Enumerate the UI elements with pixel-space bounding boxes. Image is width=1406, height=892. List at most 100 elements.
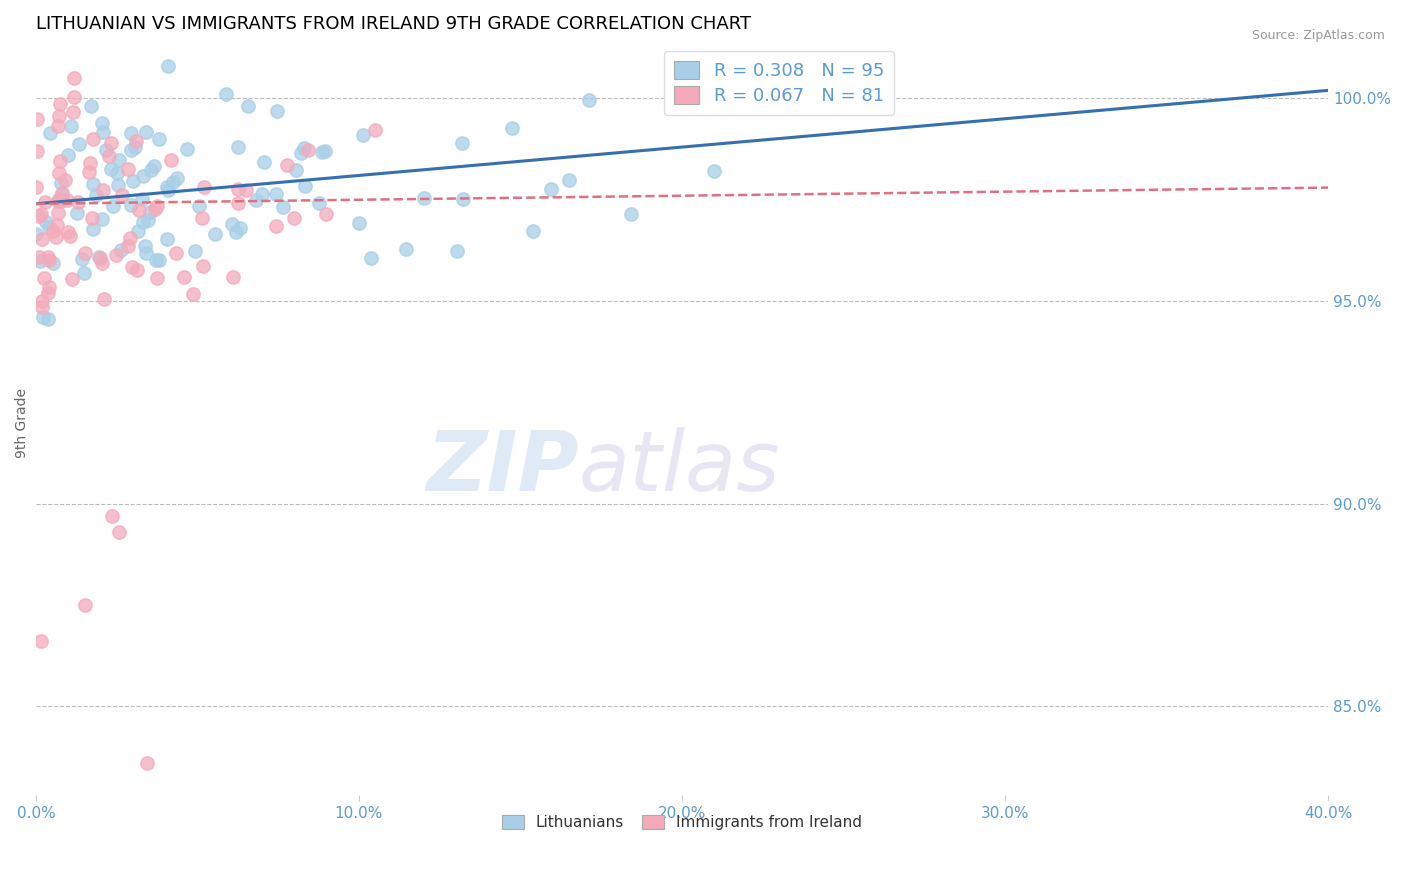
Point bbox=[143, 159, 166, 173]
Point bbox=[308, 195, 330, 210]
Point bbox=[148, 253, 170, 268]
Point bbox=[446, 244, 468, 258]
Point bbox=[89, 251, 111, 265]
Point bbox=[120, 198, 142, 212]
Point bbox=[226, 140, 249, 154]
Point bbox=[132, 169, 155, 183]
Point bbox=[82, 132, 104, 146]
Point bbox=[60, 272, 83, 286]
Point bbox=[79, 156, 101, 170]
Point bbox=[62, 71, 84, 86]
Point bbox=[90, 116, 112, 130]
Point bbox=[395, 242, 418, 256]
Point bbox=[285, 163, 308, 178]
Point bbox=[352, 128, 374, 143]
Point bbox=[451, 192, 474, 206]
Text: ZIP: ZIP bbox=[426, 427, 579, 508]
Point bbox=[98, 149, 121, 163]
Point bbox=[228, 181, 250, 195]
Point bbox=[294, 178, 316, 193]
Point bbox=[48, 109, 70, 123]
Point bbox=[349, 216, 371, 230]
Point bbox=[101, 508, 124, 523]
Point bbox=[191, 260, 214, 274]
Legend: Lithuanians, Immigrants from Ireland: Lithuanians, Immigrants from Ireland bbox=[496, 808, 868, 836]
Point bbox=[578, 93, 600, 107]
Point bbox=[100, 162, 122, 177]
Point bbox=[90, 256, 112, 270]
Text: Source: ZipAtlas.com: Source: ZipAtlas.com bbox=[1251, 29, 1385, 43]
Point bbox=[39, 126, 62, 140]
Point bbox=[221, 218, 243, 232]
Point bbox=[125, 134, 148, 148]
Point bbox=[160, 153, 183, 167]
Point bbox=[27, 210, 49, 224]
Point bbox=[451, 136, 474, 150]
Point bbox=[25, 112, 48, 127]
Point bbox=[118, 231, 141, 245]
Point bbox=[173, 269, 195, 284]
Point bbox=[111, 188, 134, 202]
Point bbox=[89, 250, 111, 264]
Point bbox=[501, 121, 523, 136]
Point bbox=[162, 175, 184, 189]
Point bbox=[34, 194, 56, 209]
Point bbox=[156, 180, 179, 194]
Point bbox=[132, 215, 155, 229]
Point bbox=[42, 224, 65, 238]
Point bbox=[253, 154, 276, 169]
Point bbox=[37, 312, 59, 326]
Point bbox=[145, 202, 167, 216]
Point bbox=[51, 186, 73, 201]
Point bbox=[364, 122, 387, 136]
Point bbox=[135, 756, 157, 770]
Point bbox=[145, 252, 167, 267]
Point bbox=[120, 144, 142, 158]
Point bbox=[236, 99, 259, 113]
Point bbox=[124, 140, 146, 154]
Point bbox=[360, 252, 382, 266]
Point bbox=[42, 256, 65, 270]
Point bbox=[215, 87, 238, 102]
Point bbox=[30, 253, 52, 268]
Point bbox=[34, 271, 56, 285]
Point bbox=[51, 188, 73, 202]
Point bbox=[156, 59, 179, 73]
Point bbox=[125, 262, 148, 277]
Point bbox=[30, 207, 52, 221]
Point bbox=[250, 187, 273, 202]
Point bbox=[46, 194, 69, 209]
Point bbox=[46, 119, 69, 133]
Point bbox=[226, 196, 249, 211]
Point bbox=[276, 158, 298, 172]
Point bbox=[181, 286, 204, 301]
Point bbox=[32, 310, 55, 324]
Point bbox=[191, 211, 214, 226]
Point bbox=[134, 239, 156, 253]
Point bbox=[66, 206, 89, 220]
Point bbox=[93, 292, 115, 306]
Point bbox=[37, 250, 59, 264]
Point bbox=[63, 90, 86, 104]
Point bbox=[46, 206, 69, 220]
Point bbox=[184, 244, 207, 259]
Point bbox=[80, 99, 103, 113]
Point bbox=[121, 260, 143, 274]
Point bbox=[235, 183, 257, 197]
Point bbox=[66, 194, 89, 209]
Point bbox=[412, 191, 434, 205]
Point bbox=[141, 163, 163, 178]
Point bbox=[107, 153, 129, 167]
Point bbox=[38, 220, 60, 235]
Point bbox=[148, 132, 170, 146]
Point bbox=[51, 176, 73, 190]
Point bbox=[127, 224, 149, 238]
Point bbox=[73, 598, 96, 612]
Point bbox=[75, 246, 97, 260]
Point bbox=[49, 194, 72, 209]
Point bbox=[117, 238, 139, 252]
Point bbox=[122, 174, 145, 188]
Point bbox=[82, 177, 104, 191]
Point bbox=[48, 166, 70, 180]
Point bbox=[117, 162, 139, 177]
